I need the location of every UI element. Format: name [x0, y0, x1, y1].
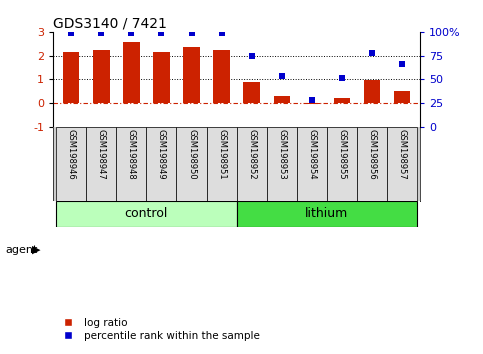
Text: GDS3140 / 7421: GDS3140 / 7421 [53, 17, 167, 31]
Bar [207, 127, 237, 201]
Bar [394, 91, 411, 103]
Bar [273, 96, 290, 103]
Text: GSM198952: GSM198952 [247, 129, 256, 180]
Text: GSM198955: GSM198955 [338, 129, 346, 180]
Text: GSM198949: GSM198949 [157, 129, 166, 180]
Text: GSM198948: GSM198948 [127, 129, 136, 180]
Bar [123, 42, 140, 103]
Point [368, 50, 376, 56]
Text: GSM198946: GSM198946 [67, 129, 76, 180]
Text: GSM198957: GSM198957 [398, 129, 407, 180]
Bar [86, 127, 116, 201]
Bar [267, 127, 297, 201]
Text: GSM198950: GSM198950 [187, 129, 196, 180]
Bar [327, 127, 357, 201]
Bar [183, 47, 200, 103]
Point [218, 30, 226, 36]
Point [128, 30, 135, 36]
Point [338, 75, 346, 80]
Text: lithium: lithium [305, 207, 349, 220]
Bar [93, 50, 110, 103]
Text: GSM198947: GSM198947 [97, 129, 106, 180]
Bar [213, 50, 230, 103]
Bar [237, 201, 417, 227]
Bar [56, 127, 86, 201]
Bar [364, 80, 380, 103]
Point [398, 61, 406, 67]
Point [278, 73, 285, 79]
Bar [387, 127, 417, 201]
Bar [63, 52, 80, 103]
Bar [297, 127, 327, 201]
Bar [56, 201, 237, 227]
Point [248, 53, 256, 58]
Point [308, 98, 316, 103]
Point [98, 30, 105, 36]
Bar [237, 127, 267, 201]
Text: control: control [125, 207, 168, 220]
Bar [304, 103, 320, 104]
Bar [176, 127, 207, 201]
Text: GSM198956: GSM198956 [368, 129, 377, 180]
Bar [243, 82, 260, 103]
Text: agent: agent [6, 245, 38, 255]
Bar [116, 127, 146, 201]
Point [157, 30, 165, 36]
Text: GSM198951: GSM198951 [217, 129, 226, 180]
Bar [146, 127, 176, 201]
Point [188, 30, 196, 36]
Bar [357, 127, 387, 201]
Bar [334, 98, 350, 103]
Point [67, 30, 75, 36]
Text: ▶: ▶ [32, 245, 41, 255]
Text: GSM198954: GSM198954 [307, 129, 316, 180]
Bar [153, 52, 170, 103]
Legend: log ratio, percentile rank within the sample: log ratio, percentile rank within the sa… [54, 314, 264, 345]
Text: GSM198953: GSM198953 [277, 129, 286, 180]
